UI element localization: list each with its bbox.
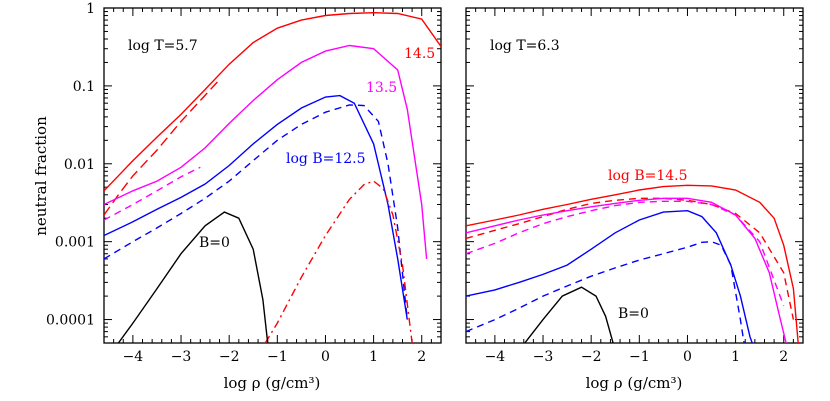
x-tick-label: 1 — [731, 349, 740, 365]
x-tick-label: −4 — [123, 349, 144, 365]
label-b-0-right: B=0 — [618, 306, 649, 322]
x-tick-label: −2 — [219, 349, 240, 365]
series-line-1 — [104, 79, 221, 216]
x-tick-label: 1 — [369, 349, 378, 365]
series-line-4 — [466, 209, 753, 343]
series-left — [104, 11, 441, 343]
label-log-b-14-5: log B=14.5 — [608, 168, 688, 184]
series-line-6 — [523, 286, 614, 343]
x-tick-label: −3 — [171, 349, 192, 365]
x-tick-label: −1 — [267, 349, 288, 365]
panel-label-right: log T=6.3 — [490, 38, 560, 54]
series-line-5 — [104, 104, 408, 320]
series-line-3 — [104, 166, 201, 221]
label-log-b-12-5: log B=12.5 — [286, 151, 366, 167]
y-tick-label: 0.0001 — [46, 313, 95, 329]
y-tick-label: 1 — [86, 1, 95, 17]
y-tick-label: 0.1 — [73, 79, 95, 95]
panel-label-left: log T=5.7 — [128, 38, 198, 54]
series-line-1 — [466, 197, 795, 320]
x-tick-label: 0 — [321, 349, 330, 365]
series-line-5 — [466, 240, 745, 343]
panel-left: 0.0001 0.001 0.01 0.1 1 −4 −3 −2 −1 0 1 2 neutral … — [32, 1, 442, 392]
x-tick-label: −4 — [485, 349, 506, 365]
y-axis-label: neutral fraction — [32, 116, 50, 236]
y-ticks-left: 0.0001 0.001 0.01 0.1 1 — [46, 1, 441, 344]
x-tick-label: 2 — [417, 349, 426, 365]
x-tick-label: −3 — [533, 349, 554, 365]
label-b-0-left: B=0 — [199, 235, 230, 251]
series-line-0 — [104, 11, 441, 192]
series-right — [466, 184, 799, 343]
series-line-7 — [117, 211, 269, 343]
x-axis-label-right: log ρ (g/cm³) — [586, 374, 683, 392]
x-tick-label: 2 — [779, 349, 788, 365]
x-ticks-right: −4 −3 −2 −1 0 1 2 — [465, 8, 804, 365]
y-tick-label: 0.01 — [64, 157, 95, 173]
series-line-2 — [104, 44, 428, 259]
label-14-5: 14.5 — [404, 46, 435, 62]
y-tick-label: 0.001 — [55, 235, 95, 251]
label-13-5: 13.5 — [366, 80, 397, 96]
series-line-6 — [264, 180, 413, 343]
series-line-0 — [466, 184, 799, 343]
x-tick-label: −1 — [629, 349, 650, 365]
series-line-4 — [104, 94, 408, 320]
panel-right: −4 −3 −2 −1 0 1 2 log ρ (g/cm³) log T=6.3 log … — [465, 7, 804, 392]
series-line-2 — [466, 197, 787, 343]
x-tick-label: −2 — [581, 349, 602, 365]
series-line-3 — [466, 200, 785, 307]
x-tick-label: 0 — [683, 349, 692, 365]
x-axis-label-left: log ρ (g/cm³) — [224, 374, 321, 392]
y-ticks-right — [466, 7, 803, 344]
x-ticks-left: −4 −3 −2 −1 0 1 2 — [103, 8, 442, 365]
